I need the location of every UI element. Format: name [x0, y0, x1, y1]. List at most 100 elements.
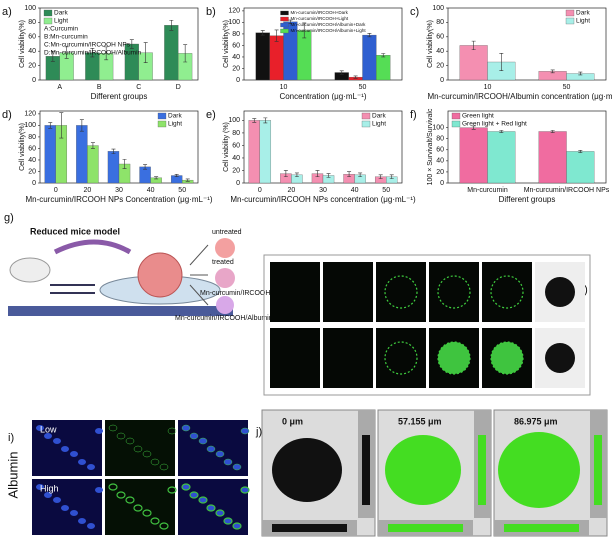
x-tick-label: 0: [258, 187, 262, 194]
cell: [240, 427, 250, 435]
bar: [362, 34, 377, 81]
panel-label: e): [206, 109, 216, 121]
x-tick-label: 50: [563, 84, 571, 91]
legend-swatch: [157, 120, 167, 128]
legend-note: D:Mn-curcumin/IRCOOH/Albumin: [44, 50, 142, 57]
cell: [116, 491, 126, 499]
bar: [87, 145, 99, 184]
micrograph: [270, 328, 320, 388]
plot-frame: [243, 7, 403, 81]
y-tick-label: 40: [28, 48, 36, 55]
cell: [159, 522, 169, 530]
y-tick-label: 60: [436, 34, 444, 41]
error-bar: [389, 174, 394, 179]
bar: [259, 120, 272, 184]
side-signal: [478, 435, 486, 505]
y-tick-label: 40: [436, 48, 444, 55]
cell: [181, 483, 191, 491]
x-tick-label: 10: [484, 84, 492, 91]
error-bar: [260, 30, 265, 36]
cell: [150, 458, 160, 466]
light-arc: [53, 239, 132, 255]
cell: [150, 517, 160, 525]
legend-swatch: [565, 9, 575, 17]
panel-g: g) Reduced mice model untreated treated …: [4, 212, 286, 322]
y-tick-label: 0: [440, 180, 444, 187]
cell: [53, 497, 61, 503]
panel-label: j): [255, 426, 262, 438]
x-tick-label: 30: [115, 187, 123, 194]
legend-swatch: [43, 9, 53, 17]
error-bar: [48, 122, 53, 129]
i-high: High: [40, 483, 59, 493]
cell: [87, 464, 95, 470]
legend-label: Mn-curcumin/IRCOOH+Light: [291, 16, 349, 21]
legend-note: A:Curcumin: [44, 26, 78, 33]
i-low: Low: [40, 424, 57, 434]
y-axis-label: 100 × Survivalt/Survivalc: [427, 108, 434, 185]
spheroid: [272, 438, 342, 502]
y-tick-label: 20: [232, 65, 240, 72]
legend-note: B:Mn-curcumin: [44, 34, 88, 41]
g-untreated: untreated: [212, 229, 242, 236]
legend-label: Mn-curcumin/IRCOOH/Albumin+Light: [291, 28, 367, 33]
y-tick-label: 120: [228, 8, 240, 15]
cell: [70, 451, 78, 457]
error-bar: [499, 53, 504, 71]
error-bar: [578, 150, 583, 153]
y-tick-label: 100: [432, 5, 444, 12]
error-bar: [339, 70, 344, 75]
cell: [223, 517, 233, 525]
panel-label: c): [410, 6, 419, 18]
y-tick-label: 60: [28, 145, 36, 152]
x-tick-label: 20: [288, 187, 296, 194]
legend-swatch: [280, 16, 289, 22]
error-bar: [143, 164, 148, 170]
spheroid-signal: [437, 275, 471, 309]
cell: [70, 510, 78, 516]
y-tick-label: 80: [436, 136, 444, 143]
panel-label: b): [206, 6, 216, 18]
y-tick-label: 20: [28, 62, 36, 69]
micrograph: [323, 262, 373, 322]
spheroid-signal: [384, 275, 418, 309]
spheroid: [545, 277, 575, 307]
bar: [76, 125, 88, 184]
depth-label: 57.155 μm: [398, 416, 442, 426]
y-tick-label: 0: [236, 180, 240, 187]
spheroid: [215, 238, 235, 258]
cell: [87, 523, 95, 529]
error-bar: [578, 71, 583, 76]
error-bar: [104, 46, 109, 61]
cell: [223, 458, 233, 466]
legend-label: Dark: [54, 10, 68, 17]
cell: [232, 522, 242, 530]
panel-j: j): [255, 426, 262, 438]
error-bar: [471, 40, 476, 51]
bar: [269, 35, 284, 81]
micrograph: [376, 262, 426, 322]
error-bar: [550, 130, 555, 133]
y-tick-label: 20: [28, 168, 36, 175]
plot-frame: [39, 7, 199, 81]
x-tick-label: 50: [359, 84, 367, 91]
cell: [61, 505, 69, 511]
g-title: Reduced mice model: [30, 226, 120, 236]
y-tick-label: 80: [232, 31, 240, 38]
arrow: [189, 244, 209, 266]
bar: [376, 55, 391, 81]
x-tick-label: B: [97, 84, 102, 91]
error-bar: [499, 130, 504, 133]
y-tick-label: 20: [232, 167, 240, 174]
legend-swatch: [280, 28, 289, 34]
x-tick-label: 40: [147, 187, 155, 194]
spheroid: [137, 252, 183, 298]
y-axis-label: Cell viability (%): [223, 122, 230, 172]
arrow: [189, 284, 209, 306]
cell: [198, 437, 208, 445]
y-tick-label: 100: [228, 19, 240, 26]
x-axis-label: Different groups: [499, 195, 556, 204]
panel-i: i) Albumin: [5, 432, 20, 499]
error-bar: [550, 69, 555, 74]
x-tick-label: 10: [280, 84, 288, 91]
